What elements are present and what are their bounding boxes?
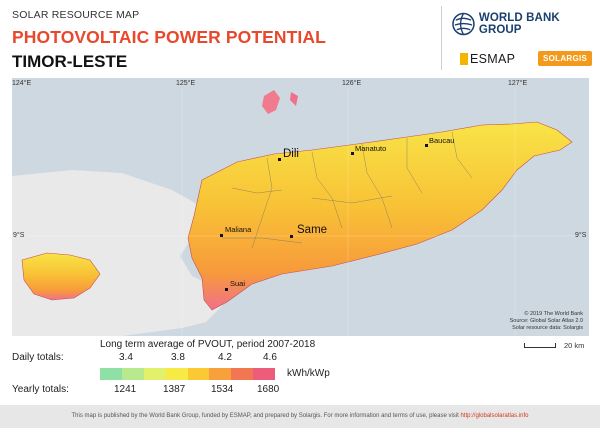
- country-name: TIMOR-LESTE: [12, 52, 128, 71]
- dili-label: Dili: [283, 148, 299, 160]
- yearly-value: 1680: [257, 384, 280, 395]
- baucau-marker: [425, 144, 428, 147]
- legend-swatch: [165, 368, 188, 380]
- esmap-logo-text: ESMAP: [470, 52, 516, 66]
- solargis-logo: SOLARGIS: [538, 51, 593, 66]
- manatuto-label: Manatuto: [355, 144, 387, 153]
- world-bank-logo: WORLD BANK GROUP: [452, 12, 600, 36]
- yearly-totals-label: Yearly totals:: [12, 384, 69, 395]
- same-marker: [290, 235, 293, 238]
- lon-tick-127: 127°E: [508, 80, 528, 87]
- daily-value: 3.8: [171, 352, 185, 363]
- legend-swatch: [209, 368, 232, 380]
- lat-tick-9s-left: 9°S: [13, 232, 25, 239]
- legend-caption: Long term average of PVOUT, period 2007-…: [100, 339, 316, 350]
- yearly-value: 1534: [211, 384, 234, 395]
- footer-bar: This map is published by the World Bank …: [0, 405, 600, 428]
- credit-line: © 2019 The World Bank: [524, 311, 583, 317]
- legend-swatch: [231, 368, 254, 380]
- world-bank-logo-text: WORLD BANK GROUP: [478, 12, 560, 36]
- legend-color-bar: [100, 368, 275, 380]
- lon-tick-125: 125°E: [176, 80, 196, 87]
- daily-value: 4.2: [218, 352, 232, 363]
- page-title: PHOTOVOLTAIC POWER POTENTIAL: [12, 27, 326, 47]
- map-frame: 124°E 125°E 126°E 127°E 9°S 9°S Dili Man…: [12, 78, 589, 336]
- timor-leste-mainland: [187, 121, 573, 311]
- footer-text: This map is published by the World Bank …: [0, 413, 600, 419]
- oecusse-enclave: [21, 252, 101, 301]
- map-credits: © 2019 The World Bank Source: Global Sol…: [510, 311, 583, 332]
- globe-icon: [452, 12, 475, 36]
- header-subtitle: SOLAR RESOURCE MAP: [12, 9, 140, 21]
- baucau-label: Baucau: [429, 136, 455, 145]
- yearly-value: 1241: [114, 384, 137, 395]
- lon-tick-124: 124°E: [12, 80, 32, 87]
- maliana-marker: [220, 234, 223, 237]
- lon-tick-126: 126°E: [342, 80, 362, 87]
- suai-label: Suai: [230, 279, 246, 288]
- scale-bar: 20 km: [524, 339, 585, 350]
- suai-marker: [225, 288, 228, 291]
- map-canvas: [12, 78, 589, 336]
- footer-note: This map is published by the World Bank …: [71, 413, 459, 419]
- maliana-label: Maliana: [225, 225, 252, 234]
- daily-totals-label: Daily totals:: [12, 352, 64, 363]
- daily-value: 4.6: [263, 352, 277, 363]
- lat-tick-9s-right: 9°S: [575, 232, 587, 239]
- legend-swatch: [143, 368, 166, 380]
- credit-line: Solar resource data: Solargis: [512, 325, 583, 331]
- legend-swatch: [100, 368, 122, 380]
- esmap-logo: ESMAP: [460, 52, 515, 66]
- legend-swatch: [253, 368, 275, 380]
- legend-unit: kWh/kWp: [287, 368, 330, 379]
- dili-marker: [278, 158, 281, 161]
- atauro-island: [290, 92, 298, 106]
- yearly-value: 1387: [163, 384, 186, 395]
- wetar-island: [262, 90, 280, 114]
- legend-swatch: [121, 368, 144, 380]
- same-label: Same: [297, 224, 328, 236]
- esmap-mark-icon: [460, 53, 468, 65]
- scale-bar-label: 20 km: [564, 341, 585, 350]
- credit-line: Source: Global Solar Atlas 2.0: [509, 318, 583, 324]
- manatuto-marker: [351, 152, 354, 155]
- scale-bar-line: [524, 343, 556, 348]
- legend-swatch: [187, 368, 210, 380]
- logo-separator: [441, 6, 442, 70]
- footer-link[interactable]: http://globalsolaratlas.info: [460, 413, 529, 419]
- daily-value: 3.4: [119, 352, 133, 363]
- district-boundaries: [222, 131, 473, 249]
